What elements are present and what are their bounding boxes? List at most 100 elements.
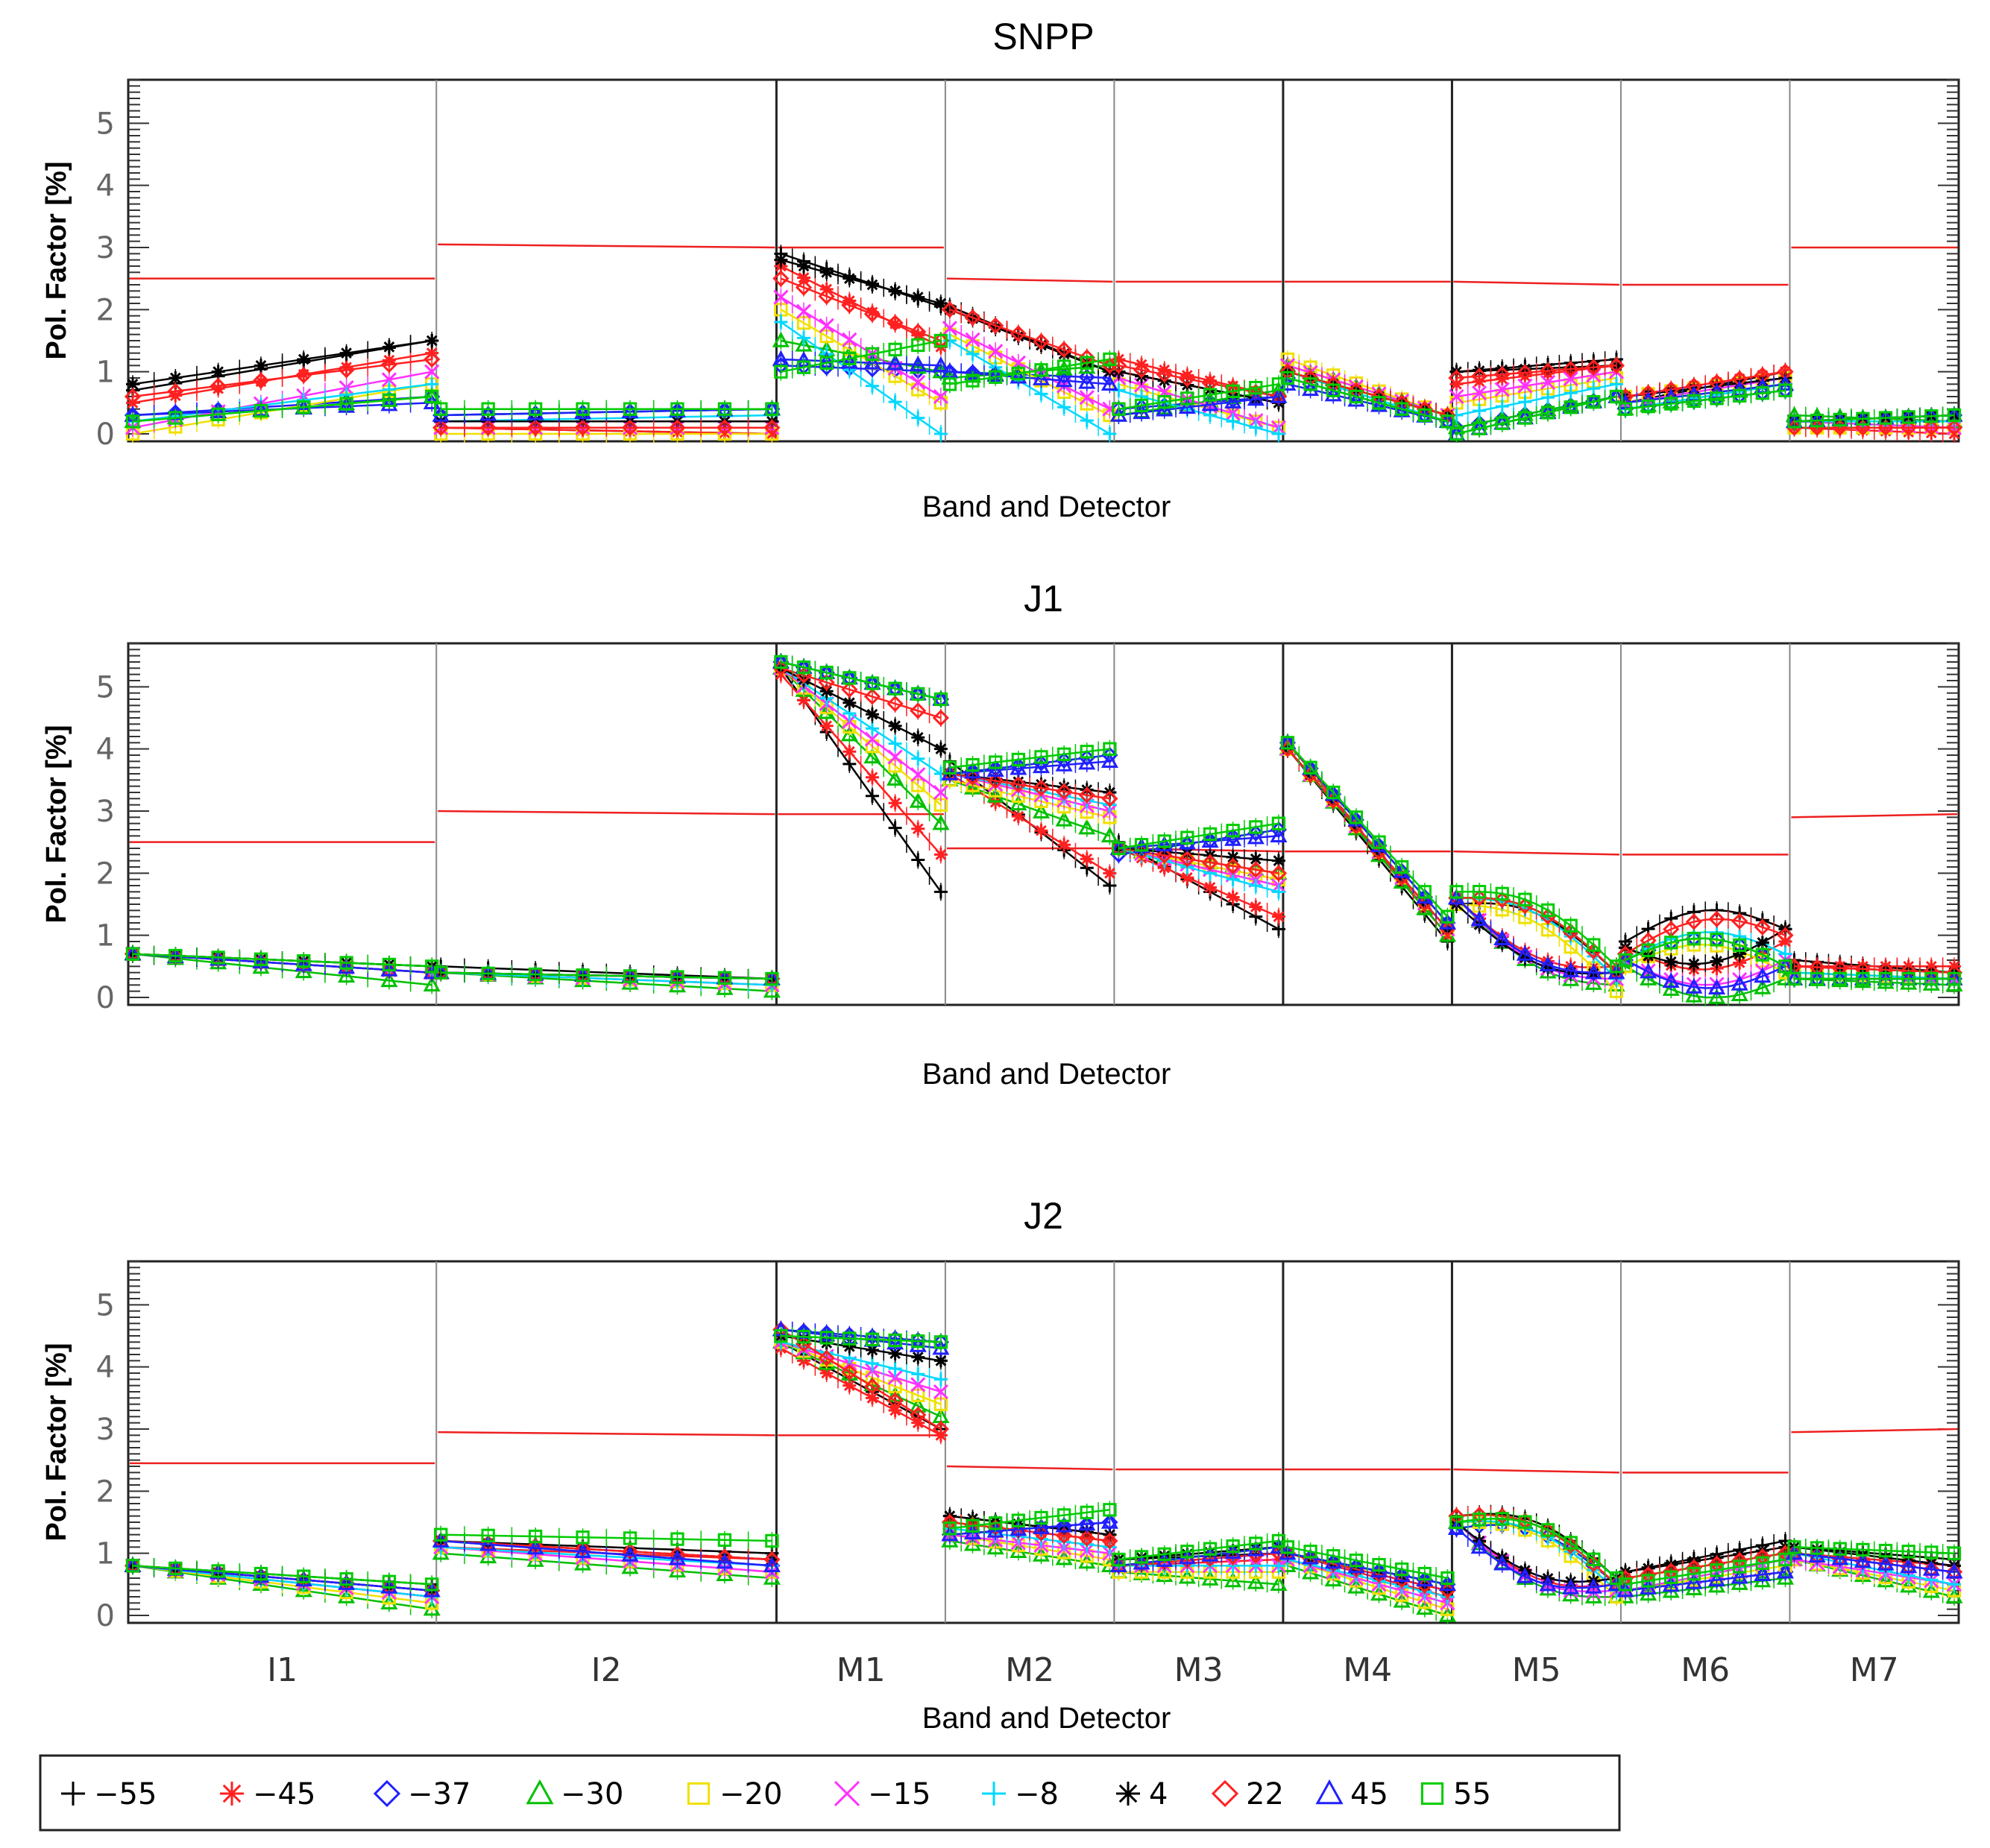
data-point <box>1440 909 1455 924</box>
spec-limit-line <box>1453 280 1619 286</box>
series-neg8 <box>126 659 1961 994</box>
data-point <box>1303 377 1317 391</box>
data-point <box>1010 776 1027 793</box>
series-22 <box>124 659 1963 988</box>
data-point <box>1280 736 1295 750</box>
data-point <box>252 372 270 389</box>
spec-limit-line <box>438 243 775 249</box>
series-line <box>780 673 942 856</box>
data-point <box>1326 785 1341 800</box>
y-tick-label: 1 <box>96 356 115 390</box>
data-point <box>1470 889 1488 906</box>
series-line <box>1625 959 1786 989</box>
data-point <box>1156 847 1173 864</box>
data-point <box>911 338 925 353</box>
data-point <box>888 342 902 357</box>
data-point <box>774 655 788 669</box>
data-point <box>1224 857 1241 874</box>
data-point <box>819 356 834 370</box>
data-point <box>1945 419 1963 436</box>
data-point <box>210 377 227 394</box>
y-tick-label: 5 <box>96 670 115 704</box>
series-line <box>780 667 942 793</box>
data-point <box>1587 394 1601 409</box>
series-line <box>949 358 1110 385</box>
data-point <box>1101 790 1118 807</box>
panel-snpp: SNPP 0 1 2 3 4 5 Pol. Factor [%] Band and Detect… <box>41 16 1963 523</box>
series-line <box>1794 965 1955 974</box>
data-point <box>819 666 834 680</box>
data-point <box>1247 861 1265 878</box>
y-axis-label: Pol. Factor [%] <box>41 161 72 359</box>
series-55 <box>125 332 1962 443</box>
series-neg37 <box>124 653 1963 988</box>
series-line <box>132 953 432 968</box>
series-line <box>1455 897 1617 974</box>
series-55 <box>125 653 1962 988</box>
y-tick-label: 3 <box>96 795 115 829</box>
data-point <box>380 356 398 373</box>
y-axis-label: Pol. Factor [%] <box>41 725 72 923</box>
data-point <box>1156 366 1173 383</box>
data-point <box>773 289 789 305</box>
data-point <box>865 676 880 690</box>
data-point <box>1033 779 1050 797</box>
y-tick-label: 4 <box>96 169 115 204</box>
series-line <box>780 667 942 750</box>
series-line <box>132 395 432 423</box>
series-line <box>781 667 942 719</box>
data-point <box>423 350 441 368</box>
data-point <box>1685 913 1703 930</box>
data-point <box>1516 945 1534 961</box>
panel-title: J1 <box>1024 578 1063 619</box>
panels-layer: SNPP 0 1 2 3 4 5 Pol. Factor [%] Band and Detect… <box>41 16 1963 1735</box>
data-point <box>774 253 788 267</box>
series-line <box>1625 965 1786 999</box>
data-point <box>933 333 948 348</box>
data-point <box>338 362 355 379</box>
plot-frame <box>127 642 1960 1006</box>
data-point <box>941 301 958 318</box>
data-point <box>1608 357 1625 374</box>
data-point <box>843 671 857 685</box>
data-point <box>1372 396 1386 410</box>
data-point <box>1271 885 1285 899</box>
data-point <box>295 367 312 384</box>
data-point <box>1439 921 1456 938</box>
series-line <box>1456 395 1617 435</box>
series-line <box>780 321 942 435</box>
data-point <box>1493 366 1511 383</box>
data-point <box>909 792 927 808</box>
series-line <box>1456 370 1617 398</box>
series-neg55 <box>126 659 1961 988</box>
y-tick-label: 1 <box>96 919 115 953</box>
x-axis-label: Band and Detector <box>922 491 1171 523</box>
data-point <box>716 419 734 436</box>
series-line <box>781 259 942 305</box>
data-point <box>843 351 857 365</box>
data-point <box>1349 810 1364 824</box>
data-point <box>1103 866 1117 880</box>
data-point <box>987 772 1004 789</box>
data-point <box>1110 357 1127 374</box>
series-line <box>441 971 772 980</box>
series-line <box>1118 822 1279 850</box>
series-neg15 <box>125 659 1962 994</box>
data-point <box>124 388 142 406</box>
data-point <box>932 814 950 830</box>
series-line <box>1118 383 1279 410</box>
data-point <box>865 347 880 362</box>
data-point <box>1270 865 1288 882</box>
spec-limit-line <box>1791 813 1958 819</box>
data-point <box>840 725 858 742</box>
data-point <box>796 360 811 374</box>
series-22 <box>124 269 1963 437</box>
data-point <box>796 660 811 675</box>
data-point <box>1472 421 1487 436</box>
series-line <box>1118 847 1279 918</box>
data-point <box>1349 389 1364 404</box>
data-point <box>933 885 948 899</box>
spec-limit-line <box>1453 850 1619 856</box>
